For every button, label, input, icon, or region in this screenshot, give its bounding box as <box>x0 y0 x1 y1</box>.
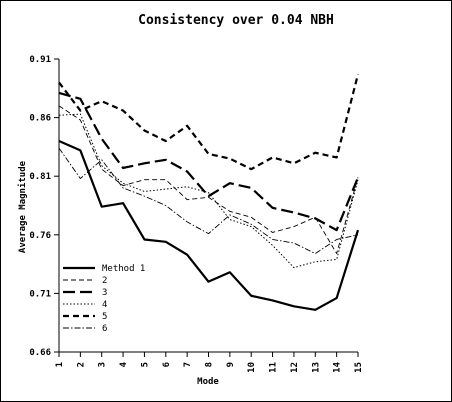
series-line-6 <box>58 147 359 255</box>
series-line-3 <box>58 91 360 232</box>
x-tick-label: 4 <box>119 361 129 367</box>
x-axis-ticks: 1 2 3 4 5 6 7 8 9 10 11 12 13 14 15 <box>55 352 364 373</box>
legend-label: 4 <box>102 300 107 310</box>
y-tick-label: 0.76 <box>29 231 51 241</box>
x-tick-label: 6 <box>162 362 172 367</box>
series-line-4 <box>58 113 359 269</box>
y-tick-label: 0.81 <box>29 172 51 182</box>
x-tick-label: 5 <box>140 362 150 367</box>
series-line-2 <box>58 105 359 255</box>
x-tick-label: 11 <box>269 362 279 373</box>
x-tick-label: 2 <box>76 362 86 367</box>
x-axis-label: Mode <box>197 377 219 387</box>
x-tick-label: 10 <box>247 362 257 373</box>
y-tick-label: 0.86 <box>29 114 51 124</box>
x-tick-label: 12 <box>290 362 300 373</box>
x-tick-label: 1 <box>55 362 65 367</box>
series-line-1 <box>58 140 360 311</box>
y-axis-label: Average Magnitude <box>17 160 28 253</box>
legend-label: Method 1 <box>102 264 145 274</box>
legend-label: 5 <box>102 312 107 322</box>
legend: Method 1 2 3 4 5 6 <box>63 264 145 334</box>
x-tick-label: 7 <box>183 362 193 367</box>
x-tick-label: 9 <box>226 362 236 367</box>
y-tick-label: 0.66 <box>29 348 51 358</box>
x-tick-label: 13 <box>311 362 321 373</box>
y-tick-label: 0.71 <box>29 289 51 299</box>
x-tick-label: 15 <box>354 362 364 373</box>
series-line-5 <box>58 73 360 171</box>
legend-label: 2 <box>102 276 107 286</box>
x-tick-label: 8 <box>205 362 215 367</box>
series-lines <box>58 73 360 311</box>
y-axis-ticks: 0.91 0.86 0.81 0.76 0.71 0.66 <box>29 55 59 358</box>
x-tick-label: 14 <box>333 361 343 372</box>
chart-title: Consistency over 0.04 NBH <box>138 13 334 28</box>
legend-label: 6 <box>102 324 107 334</box>
x-tick-label: 3 <box>98 362 108 367</box>
y-tick-label: 0.91 <box>29 55 51 65</box>
legend-label: 3 <box>102 288 107 298</box>
